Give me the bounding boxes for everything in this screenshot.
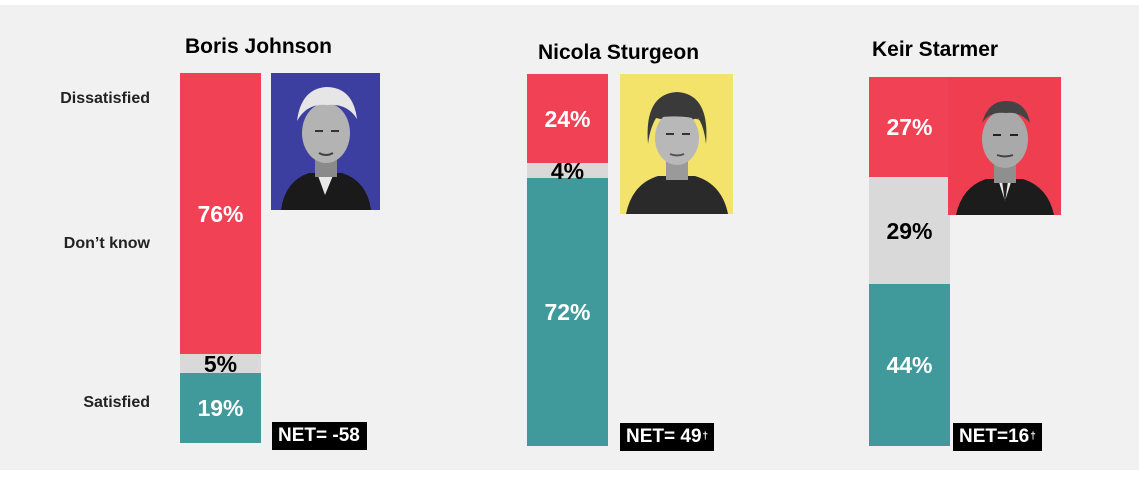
candidate-name-sturgeon: Nicola Sturgeon — [538, 41, 700, 64]
row-label-satisfied: Satisfied — [83, 394, 150, 411]
photo-sturgeon — [620, 74, 733, 214]
segment-dont-know — [527, 163, 608, 178]
label-dont-know: 4% — [550, 157, 585, 184]
candidate-name-johnson: Boris Johnson — [185, 35, 333, 58]
label-dissatisfied: 27% — [886, 114, 933, 140]
label-dont-know: 29% — [886, 217, 933, 244]
segment-dissatisfied — [180, 73, 261, 354]
label-satisfied: 72% — [544, 299, 591, 325]
dagger-mark: † — [702, 431, 709, 442]
label-dissatisfied: 24% — [544, 105, 591, 132]
photo-starmer — [948, 77, 1061, 215]
chart-panel: Dissatisfied Don’t know Satisfied Boris … — [0, 5, 1139, 470]
label-satisfied: 19% — [197, 395, 244, 421]
bar-sturgeon: 24% 4% 72% — [527, 74, 608, 446]
segment-satisfied — [527, 178, 608, 446]
photo-johnson — [271, 73, 380, 210]
row-label-dissatisfied: Dissatisfied — [60, 90, 150, 107]
net-text: NET= 49 — [626, 426, 702, 448]
bar-starmer: 27% 29% 44% — [869, 77, 950, 446]
segment-dissatisfied — [527, 74, 608, 163]
net-score-starmer: NET=16† — [953, 423, 1042, 451]
bar-johnson: 76% 5% 19% — [180, 73, 261, 443]
row-label-dont-know: Don’t know — [63, 235, 150, 252]
net-score-sturgeon: NET= 49† — [620, 423, 715, 451]
segment-dissatisfied — [869, 77, 950, 177]
net-score-johnson: NET= -58 — [272, 422, 367, 450]
net-text: NET=16 — [959, 426, 1030, 448]
segment-dont-know — [180, 354, 261, 373]
segment-satisfied — [869, 284, 950, 446]
label-satisfied: 44% — [886, 352, 933, 378]
net-text: NET= -58 — [278, 425, 360, 447]
dagger-mark: † — [1030, 431, 1036, 442]
candidate-name-starmer: Keir Starmer — [872, 38, 999, 61]
segment-satisfied — [180, 373, 261, 443]
label-dissatisfied: 76% — [197, 200, 244, 227]
label-dont-know: 5% — [203, 350, 238, 377]
segment-dont-know — [869, 177, 950, 284]
